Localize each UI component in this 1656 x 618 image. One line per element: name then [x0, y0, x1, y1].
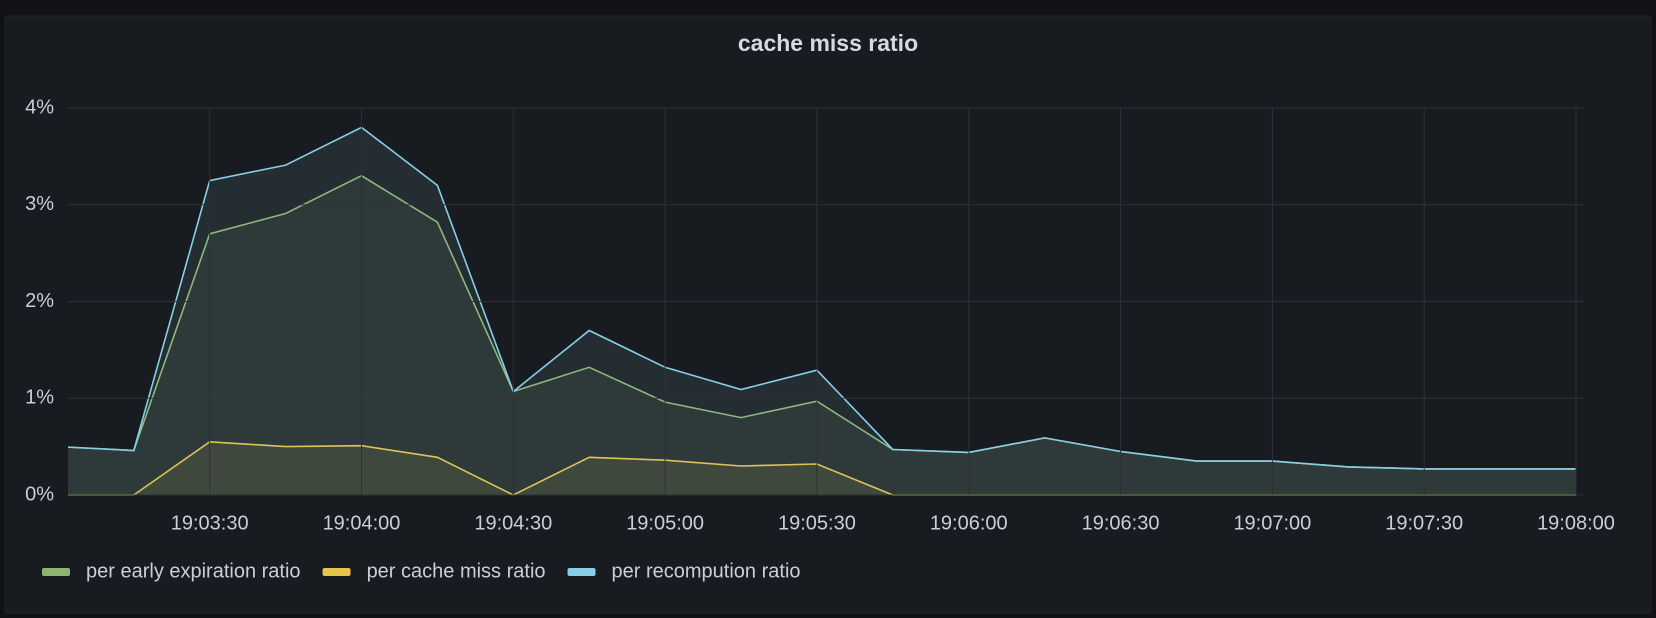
chart-title: cache miss ratio [738, 30, 918, 56]
x-tick-label: 19:05:00 [626, 512, 704, 534]
y-tick-label: 2% [25, 290, 54, 312]
x-tick-label: 19:06:00 [930, 512, 1008, 534]
y-tick-label: 1% [25, 387, 54, 409]
x-tick-label: 19:04:30 [474, 512, 552, 534]
legend-swatch [322, 568, 351, 576]
y-tick-label: 0% [25, 483, 54, 505]
x-tick-label: 19:04:00 [323, 512, 401, 534]
legend-swatch [567, 568, 596, 576]
x-tick-label: 19:08:00 [1537, 512, 1615, 534]
panel [4, 15, 1652, 614]
x-tick-label: 19:06:30 [1082, 512, 1160, 534]
x-tick-label: 19:05:30 [778, 512, 856, 534]
y-tick-label: 4% [25, 96, 54, 118]
legend-label: per recompution ratio [612, 560, 801, 582]
legend-swatch [42, 568, 70, 576]
legend-label: per cache miss ratio [367, 560, 546, 582]
y-tick-label: 3% [25, 193, 54, 215]
series-area [68, 127, 1576, 495]
x-tick-label: 19:07:30 [1385, 512, 1463, 534]
series-area [68, 175, 1576, 495]
x-tick-label: 19:03:30 [171, 512, 249, 534]
x-tick-label: 19:07:00 [1233, 512, 1311, 534]
legend-label: per early expiration ratio [86, 560, 301, 582]
series-area [68, 441, 1576, 495]
